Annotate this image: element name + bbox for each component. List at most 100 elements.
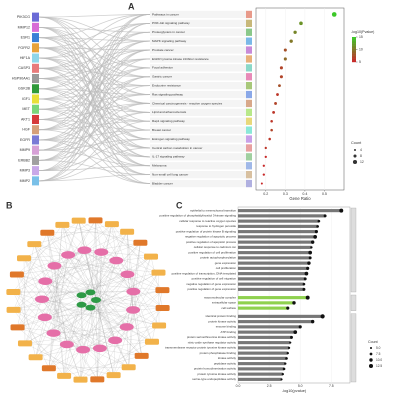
pathway-node [150,55,247,63]
network-edge [68,254,129,368]
network-edge [13,291,54,334]
network-edge [24,220,96,344]
network-edge [78,220,116,341]
sankey-link [38,139,151,158]
network-edge [44,307,163,318]
network-edge [35,357,114,376]
dot [280,378,283,381]
network-node [57,372,72,379]
dot [282,367,286,371]
network-edge [17,327,81,380]
network-node [85,289,96,296]
gene-label: CASP3 [18,66,30,70]
colorbar-label: 15 [359,35,363,39]
pathway-swatch [246,82,252,90]
y-tick-label: protein homodimerization activity [194,367,237,371]
colorbar [352,59,356,61]
pathway-node [150,19,247,27]
network-edge [34,224,112,245]
network-node [73,376,88,383]
network-edge [68,254,91,293]
network-edge [133,242,141,292]
network-edge [24,299,43,344]
dot [262,164,265,167]
sankey-link [38,174,151,182]
colorbar [352,40,356,43]
network-edge [17,260,117,328]
size-key [368,363,374,369]
dot [270,128,273,132]
network-edge [23,258,43,300]
network-edge [35,317,45,358]
dot [289,39,293,43]
colorbar [352,42,356,44]
network-node [120,228,135,235]
dot [293,30,297,34]
bar [238,341,291,345]
network-node [88,217,103,224]
gene-label: EGFR [20,138,30,142]
network-edge [13,274,128,311]
sankey-link [38,47,151,78]
pathway-label: Lipid and atherosclerosis [152,110,187,114]
gene-label: MMP12 [18,25,30,29]
pathway-swatch [246,99,252,108]
sankey-link [38,129,151,167]
gene-label: MMP3 [20,169,30,173]
size-label: 4 [360,148,362,152]
colorbar [352,37,356,39]
pathway-label: Focal adhesion [152,66,173,70]
pathway-swatch [246,90,252,99]
dot [331,12,337,17]
y-tick-label: negative regulation of gene expression [186,282,236,286]
sankey-link [38,31,151,79]
network-node [38,277,53,286]
bar [238,282,304,286]
network-edge [16,274,114,376]
gene-node [32,176,39,186]
gene-node [32,74,39,84]
sankey-link [38,31,151,120]
dot [292,301,296,305]
pathway-node [150,82,247,90]
network-node [104,221,119,228]
pathway-node [150,28,247,36]
sankey-link [38,119,151,158]
colorbar [352,53,356,55]
dot [298,325,302,329]
network-node [76,292,87,299]
x-tick-label: 0.3 [283,192,288,196]
pathway-swatch [246,126,252,134]
sankey-link [38,103,151,141]
network-node [46,329,61,337]
network-node [119,323,134,331]
y-tick-label: positive regulation of phosphatidylinosi… [160,214,237,218]
network-edge [54,265,128,275]
dot [307,261,311,265]
plot-frame [255,7,345,191]
pathway-swatch [246,171,252,179]
y-tick-label: positive regulation of protein kinase B … [176,229,237,233]
sankey-link [38,165,151,172]
x-tick-label: 0.5 [322,192,327,196]
sankey-link [38,67,151,110]
gene-node [32,84,39,94]
pathway-label: Estrogen signaling pathway [152,137,190,141]
panel-label: A [128,1,135,11]
gene-node [32,166,39,176]
bar [238,261,309,265]
dot [306,266,310,270]
dot [302,287,306,291]
dot [310,246,313,249]
gene-node [32,125,39,135]
bar [238,367,285,371]
dot [299,21,303,26]
pathway-node [150,64,247,72]
network-edge [80,289,163,380]
dot [305,295,310,300]
network-edge [128,242,141,368]
network-edge [81,231,128,296]
dot [308,256,312,260]
pathway-label: EGFR tyrosine kinase inhibitor resistanc… [152,57,209,61]
